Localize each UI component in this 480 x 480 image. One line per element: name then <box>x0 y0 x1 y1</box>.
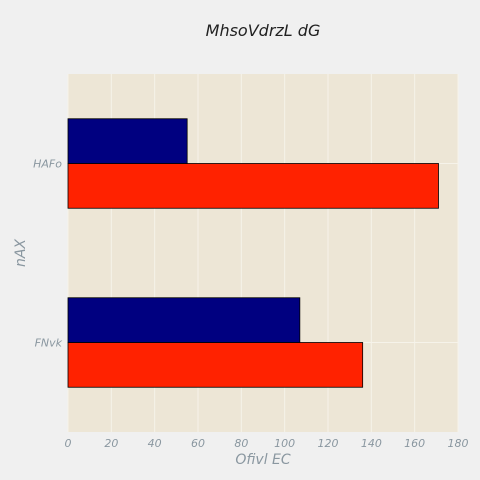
chart-title: MhsoVdrzL dG <box>206 21 321 40</box>
x-tick-label: 80 <box>234 437 248 450</box>
bar <box>67 118 188 164</box>
x-tick-labels: 0 20 40 60 80 100 120 140 160 180 <box>65 437 469 450</box>
bar <box>67 297 301 343</box>
x-tick-label: 0 <box>65 437 72 450</box>
x-axis-label: Ofivl EC <box>235 452 291 468</box>
y-tick-label: HAFo <box>33 158 62 171</box>
bar <box>67 342 364 388</box>
x-tick-label: 140 <box>361 437 382 450</box>
x-tick-label: 180 <box>448 437 469 450</box>
x-tick-label: 100 <box>274 437 295 450</box>
y-axis-label: nAX <box>13 239 29 267</box>
x-tick-label: 60 <box>191 437 205 450</box>
bars-layer <box>67 118 439 388</box>
y-tick-label: FNvk <box>35 337 63 350</box>
x-tick-label: 120 <box>318 437 339 450</box>
bar <box>67 163 439 209</box>
x-tick-label: 40 <box>148 437 162 450</box>
x-tick-label: 160 <box>404 437 425 450</box>
x-tick-label: 20 <box>104 437 118 450</box>
y-tick-labels: FNvk HAFo <box>33 158 62 350</box>
